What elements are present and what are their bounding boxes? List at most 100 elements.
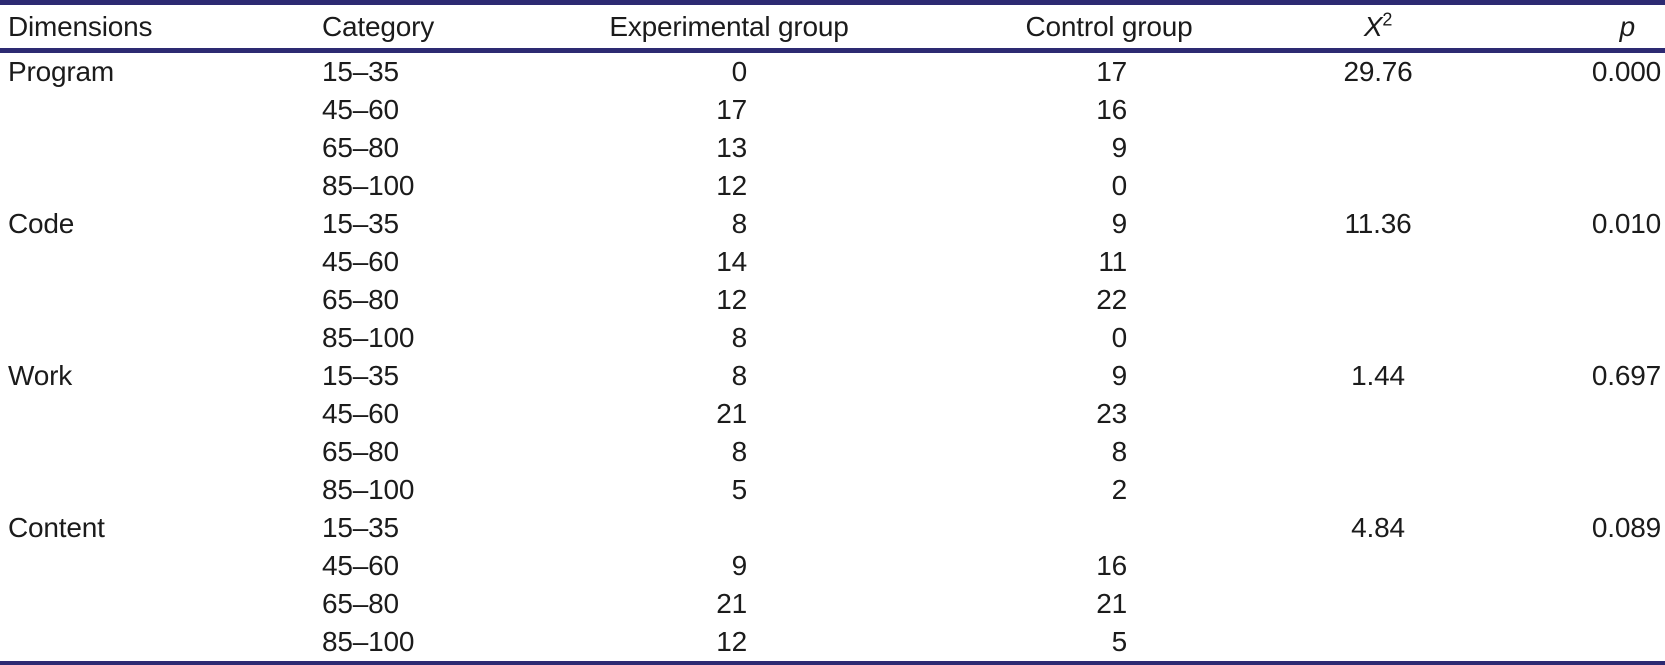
table-row: Program 15–35 0 17 29.76 0.000: [0, 51, 1665, 92]
control-value-cell-text: 9: [1111, 208, 1128, 239]
dimension-cell: Program: [8, 56, 114, 87]
dimension-cell: [0, 623, 322, 663]
category-cell: 85–100: [322, 474, 415, 505]
dimension-cell: [0, 129, 322, 167]
chi-square-value-cell: 4.84: [1351, 512, 1405, 543]
control-value-cell: 21: [896, 585, 1322, 623]
p-value-cell: 0.697: [1591, 360, 1661, 391]
chi-square-value-cell: [1322, 129, 1434, 167]
dimension-cell: [0, 395, 322, 433]
p-value-cell: [1434, 395, 1665, 433]
p-value-cell: [1434, 471, 1665, 509]
experimental-value-cell-text: 8: [731, 360, 748, 391]
experimental-value-cell: [562, 509, 896, 547]
control-value-cell: 9: [896, 205, 1322, 243]
experimental-value-cell: 0: [562, 51, 896, 92]
control-value-cell: 9: [896, 129, 1322, 167]
control-value-cell-text: 8: [1111, 436, 1128, 467]
table-row: 85–100 12 0: [0, 167, 1665, 205]
experimental-value-cell-text: 5: [731, 474, 748, 505]
chi-square-exponent: 2: [1382, 9, 1393, 30]
table-row: Code 15–35 8 9 11.36 0.010: [0, 205, 1665, 243]
experimental-value-cell: 21: [562, 585, 896, 623]
control-value-cell: 9: [896, 357, 1322, 395]
dimension-cell: [0, 471, 322, 509]
experimental-value-cell-text: 21: [716, 398, 747, 429]
control-value-cell-text: 16: [1096, 94, 1127, 125]
chi-square-value-cell: 11.36: [1344, 208, 1412, 239]
col-header-control-group: Control group: [1025, 10, 1193, 42]
category-cell: 15–35: [322, 208, 399, 239]
control-value-cell: 23: [896, 395, 1322, 433]
experimental-value-cell: 12: [562, 167, 896, 205]
experimental-value-cell: 8: [562, 357, 896, 395]
category-cell: 15–35: [322, 56, 399, 87]
chi-square-value-cell: [1322, 547, 1434, 585]
chi-square-value-cell: 29.76: [1343, 56, 1413, 87]
p-symbol: p: [1619, 10, 1636, 42]
table-row: 85–100 5 2: [0, 471, 1665, 509]
category-cell: 45–60: [322, 246, 399, 277]
experimental-value-cell-text: 21: [716, 588, 747, 619]
col-header-category: Category: [322, 10, 435, 42]
category-cell: 65–80: [322, 436, 399, 467]
dimension-cell: Code: [8, 208, 75, 239]
chi-square-value-cell: [1322, 91, 1434, 129]
chi-square-value-cell: [1322, 319, 1434, 357]
col-header-dimensions: Dimensions: [8, 10, 153, 42]
table-row: Content 15–35 4.84 0.089: [0, 509, 1665, 547]
control-value-cell-text: 5: [1111, 626, 1128, 657]
control-value-cell: 16: [896, 91, 1322, 129]
p-value-cell: [1434, 129, 1665, 167]
dimension-cell: [0, 547, 322, 585]
dimension-cell: Content: [8, 512, 105, 543]
chi-square-value-cell: 1.44: [1351, 360, 1405, 391]
control-value-cell-text: 23: [1096, 398, 1127, 429]
p-value-cell: [1434, 243, 1665, 281]
control-value-cell-text: 0: [1111, 322, 1128, 353]
control-value-cell-text: 11: [1098, 246, 1127, 277]
col-header-chi-square: X2: [1322, 3, 1434, 51]
category-cell: 85–100: [322, 170, 415, 201]
chi-square-value-cell: [1322, 281, 1434, 319]
table-row: 65–80 21 21: [0, 585, 1665, 623]
control-value-cell: 8: [896, 433, 1322, 471]
experimental-value-cell-text: 17: [716, 94, 747, 125]
control-value-cell: 0: [896, 319, 1322, 357]
table-row: 65–80 12 22: [0, 281, 1665, 319]
dimension-cell: [0, 167, 322, 205]
experimental-value-cell-text: 13: [716, 132, 747, 163]
category-cell: 45–60: [322, 398, 399, 429]
p-value-cell: [1434, 547, 1665, 585]
table-row: 65–80 13 9: [0, 129, 1665, 167]
control-value-cell-text: 0: [1111, 170, 1128, 201]
p-value-cell: 0.089: [1591, 512, 1661, 543]
experimental-value-cell-text: 0: [731, 56, 748, 87]
experimental-value-cell-text: 8: [731, 322, 748, 353]
category-cell: 85–100: [322, 626, 415, 657]
experimental-value-cell-text: 14: [716, 246, 747, 277]
dimension-cell: Work: [8, 360, 73, 391]
control-value-cell: 22: [896, 281, 1322, 319]
control-value-cell-text: 21: [1096, 588, 1127, 619]
category-cell: 65–80: [322, 284, 399, 315]
p-value-cell: [1434, 623, 1665, 663]
table-row: 45–60 17 16: [0, 91, 1665, 129]
p-value-cell: [1434, 167, 1665, 205]
experimental-value-cell: 21: [562, 395, 896, 433]
p-value-cell: [1434, 433, 1665, 471]
chi-square-value-cell: [1322, 471, 1434, 509]
experimental-value-cell-text: 8: [731, 208, 748, 239]
control-value-cell-text: 16: [1096, 550, 1127, 581]
experimental-value-cell: 8: [562, 319, 896, 357]
experimental-value-cell: 9: [562, 547, 896, 585]
header-row: Dimensions Category Experimental group C…: [0, 3, 1665, 51]
p-value-cell: 0.010: [1591, 208, 1661, 239]
table-row: 85–100 12 5: [0, 623, 1665, 663]
control-value-cell-text: 17: [1096, 56, 1127, 87]
experimental-value-cell-text: 12: [716, 626, 747, 657]
control-value-cell: 11: [896, 243, 1322, 281]
category-cell: 15–35: [322, 360, 399, 391]
table-row: Work 15–35 8 9 1.44 0.697: [0, 357, 1665, 395]
